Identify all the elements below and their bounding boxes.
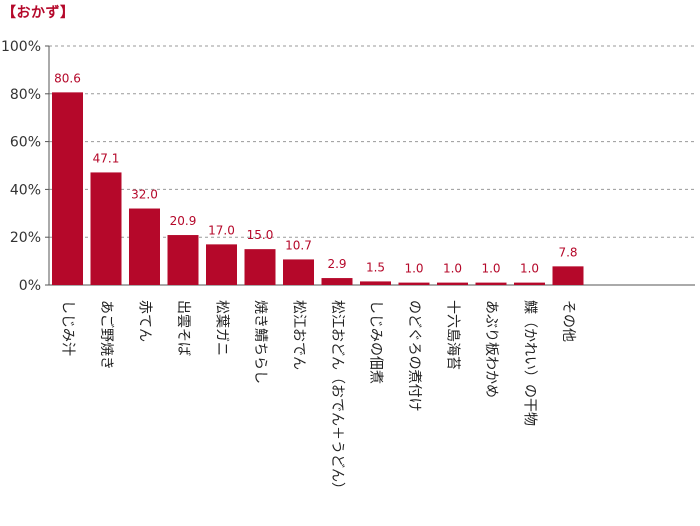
- data-label-1: 47.1: [93, 151, 120, 165]
- category-label-2: 赤てん: [137, 300, 153, 342]
- data-label-7: 2.9: [327, 257, 346, 271]
- bar-2: [129, 208, 160, 285]
- bar-1: [90, 172, 122, 285]
- data-label-3: 20.9: [170, 214, 197, 228]
- data-label-12: 1.0: [520, 262, 539, 276]
- bar-9: [398, 282, 430, 285]
- category-label-9: のどぐろの煮付け: [406, 300, 422, 412]
- chart-title: 【おかず】: [2, 5, 75, 21]
- bar-12: [514, 282, 545, 285]
- data-label-9: 1.0: [404, 262, 423, 276]
- data-label-6: 10.7: [285, 238, 312, 252]
- y-tick-label-4: 80%: [10, 87, 41, 103]
- bar-13: [552, 266, 584, 285]
- data-label-2: 32.0: [131, 188, 158, 202]
- bar-5: [244, 249, 276, 285]
- data-label-4: 17.0: [208, 223, 235, 237]
- category-label-8: しじみの佃煮: [368, 300, 384, 384]
- category-label-12: 鰈（かれい）の干物: [522, 300, 538, 426]
- data-label-0: 80.6: [54, 71, 81, 85]
- bar-7: [321, 278, 353, 285]
- category-label-7: 松江おどん（おでん＋うどん）: [329, 300, 345, 496]
- bar-4: [206, 244, 237, 285]
- data-label-13: 7.8: [558, 245, 577, 259]
- y-tick-label-3: 60%: [10, 135, 41, 151]
- category-label-0: しじみ汁: [60, 300, 76, 356]
- y-tick-label-5: 100%: [1, 39, 41, 55]
- data-label-5: 15.0: [247, 228, 274, 242]
- category-label-4: 松葉ガニ: [214, 300, 230, 356]
- y-tick-label-1: 20%: [10, 230, 41, 246]
- bar-8: [360, 281, 391, 285]
- category-label-13: その他: [560, 300, 576, 342]
- category-label-5: 焼き鯖ちらし: [252, 300, 268, 384]
- bar-11: [475, 282, 507, 285]
- category-label-6: 松江おでん: [291, 300, 307, 370]
- data-label-11: 1.0: [481, 262, 500, 276]
- bar-6: [283, 259, 314, 285]
- bar-0: [52, 92, 83, 285]
- bar-3: [167, 235, 199, 285]
- category-label-11: あぶり板わかめ: [483, 300, 499, 398]
- category-label-1: あご野焼き: [98, 300, 114, 370]
- category-label-10: 十六島海苔: [445, 300, 462, 370]
- data-label-8: 1.5: [366, 260, 385, 274]
- category-label-3: 出雲そば: [175, 300, 191, 356]
- y-tick-label-2: 40%: [10, 182, 41, 198]
- data-label-10: 1.0: [443, 262, 462, 276]
- y-tick-label-0: 0%: [19, 278, 41, 294]
- bar-10: [437, 282, 468, 285]
